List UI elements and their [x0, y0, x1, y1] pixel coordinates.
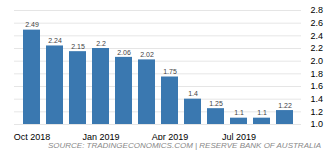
svg-text:1.0: 1.0: [311, 119, 324, 129]
svg-text:1.1: 1.1: [234, 109, 244, 116]
svg-text:1.8: 1.8: [311, 69, 324, 79]
svg-text:Jul 2019: Jul 2019: [222, 132, 256, 140]
svg-text:2.06: 2.06: [117, 49, 131, 56]
svg-text:1.1: 1.1: [257, 109, 267, 116]
svg-text:2.24: 2.24: [48, 37, 62, 44]
svg-text:1.4: 1.4: [188, 90, 198, 97]
svg-text:2.8: 2.8: [311, 5, 324, 15]
svg-text:2.0: 2.0: [311, 56, 324, 66]
svg-text:2.6: 2.6: [311, 18, 324, 28]
svg-text:2.2: 2.2: [96, 40, 106, 47]
svg-text:2.49: 2.49: [25, 21, 39, 28]
svg-text:1.25: 1.25: [209, 100, 223, 107]
svg-text:1.22: 1.22: [278, 102, 292, 109]
svg-text:Apr 2019: Apr 2019: [152, 132, 189, 140]
svg-text:2.2: 2.2: [311, 43, 324, 53]
svg-text:1.75: 1.75: [163, 68, 177, 75]
svg-text:Oct 2018: Oct 2018: [14, 132, 51, 140]
svg-text:1.6: 1.6: [311, 81, 324, 91]
svg-text:2.4: 2.4: [311, 31, 324, 41]
svg-text:1.2: 1.2: [311, 107, 324, 117]
html-text:SOURCE: TRADINGECONOMICS.COM |: SOURCE: TRADINGECONOMICS.COM | RESERVE B…: [47, 141, 321, 150]
svg-text:2.02: 2.02: [140, 51, 154, 58]
svg-text:2.15: 2.15: [71, 43, 85, 50]
svg-text:Jan 2019: Jan 2019: [82, 132, 119, 140]
svg-text:1.4: 1.4: [311, 94, 324, 104]
